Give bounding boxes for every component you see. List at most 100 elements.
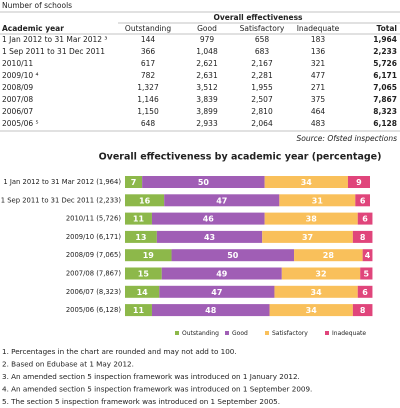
table-cell: 2005/06 ⁵	[2, 119, 39, 128]
data-label: 8	[360, 233, 366, 242]
table-cell: 3,839	[196, 95, 218, 104]
data-label: 7	[131, 178, 137, 187]
table-cell: 6,128	[373, 119, 397, 128]
data-label: 9	[356, 178, 362, 187]
data-label: 6	[362, 288, 368, 297]
table-cell: 2,933	[196, 119, 218, 128]
data-label: 31	[312, 196, 324, 205]
table-cell: 648	[141, 119, 156, 128]
legend-swatch	[325, 331, 329, 335]
data-label: 38	[306, 215, 318, 224]
data-label: 13	[135, 233, 146, 242]
table-cell: 144	[141, 35, 156, 44]
table-cell: 183	[311, 35, 326, 44]
data-label: 4	[365, 251, 371, 260]
table-cell: 1,327	[137, 83, 159, 92]
category-label: 2009/10 (6,171)	[66, 233, 122, 241]
table-cell: 2,507	[251, 95, 273, 104]
table-cell: 136	[311, 47, 326, 56]
data-label: 8	[360, 306, 366, 315]
bar-segment	[355, 194, 370, 207]
bar-segment	[262, 230, 353, 243]
table-cell: 2,167	[251, 59, 273, 68]
bar-segment	[347, 176, 370, 188]
table-cell: 2,631	[196, 71, 218, 80]
table-cell: 1,048	[196, 47, 218, 56]
data-label: 34	[301, 178, 313, 187]
data-label: 43	[204, 233, 215, 242]
bar-segment	[164, 194, 280, 207]
note: 5. The section 5 inspection framework wa…	[2, 397, 280, 406]
data-label: 5	[364, 270, 370, 279]
bar-segment	[156, 230, 263, 243]
table-cell: 7,065	[373, 83, 397, 92]
data-label: 34	[311, 288, 323, 297]
legend-label: Satisfactory	[272, 330, 308, 337]
bar-segment	[352, 304, 373, 317]
data-label: 28	[323, 251, 335, 260]
data-label: 15	[138, 270, 150, 279]
legend-label: Good	[232, 330, 248, 337]
data-label: 46	[203, 215, 215, 224]
bar-segment	[264, 176, 348, 188]
table-cell: 8,323	[373, 107, 397, 116]
category-label: 2007/08 (7,867)	[66, 270, 122, 278]
bar-segment	[151, 212, 265, 225]
bar-segment	[360, 267, 373, 280]
column-header: Satisfactory	[240, 24, 285, 33]
bar-segment	[125, 212, 152, 225]
data-label: 6	[360, 196, 366, 205]
table-cell: 2008/09	[2, 83, 33, 92]
bar-segment	[125, 176, 143, 188]
table-cell: 1 Jan 2012 to 31 Mar 2012 ³	[2, 35, 107, 44]
table-cell: 271	[311, 83, 326, 92]
group-header: Overall effectiveness	[213, 13, 303, 22]
table-cell: 658	[255, 35, 270, 44]
table-cell: 3,899	[196, 107, 218, 116]
data-label: 11	[133, 306, 145, 315]
table-cell: 1,955	[251, 83, 273, 92]
column-header: Good	[197, 24, 217, 33]
legend-swatch	[225, 331, 229, 335]
table-cell: 1,150	[137, 107, 159, 116]
legend-swatch	[175, 331, 179, 335]
bar-segment	[151, 304, 270, 317]
data-label: 16	[139, 196, 151, 205]
data-label: 37	[302, 233, 313, 242]
data-label: 47	[216, 196, 227, 205]
data-label: 14	[137, 288, 149, 297]
legend-label: Outstanding	[182, 330, 219, 337]
category-label: 2005/06 (6,128)	[66, 306, 122, 314]
data-label: 34	[306, 306, 318, 315]
data-label: 6	[362, 215, 368, 224]
table-cell: 483	[311, 119, 326, 128]
table-cell: 2006/07	[2, 107, 33, 116]
category-label: 2008/09 (7,065)	[66, 251, 122, 259]
data-label: 50	[198, 178, 210, 187]
table-cell: 3,512	[196, 83, 218, 92]
table-cell: 366	[141, 47, 156, 56]
data-label: 32	[315, 270, 326, 279]
column-header: Outstanding	[125, 24, 171, 33]
table-cell: 979	[200, 35, 215, 44]
table-cell: 617	[141, 59, 156, 68]
bar-segment	[142, 176, 265, 188]
note: 3. An amended section 5 inspection frame…	[2, 372, 300, 381]
table-cell: 2,621	[196, 59, 218, 68]
bar-segment	[274, 285, 358, 298]
table-cell: 683	[255, 47, 270, 56]
caption: Number of schools	[2, 1, 72, 10]
bar-segment	[125, 304, 152, 317]
column-header: Academic year	[2, 24, 64, 33]
table-cell: 2,233	[373, 47, 397, 56]
category-label: 2010/11 (5,726)	[66, 215, 122, 223]
data-label: 49	[216, 270, 228, 279]
data-label: 47	[211, 288, 222, 297]
bar-segment	[264, 212, 358, 225]
category-label: 2006/07 (8,323)	[66, 288, 122, 296]
data-label: 11	[133, 215, 145, 224]
bar-segment	[352, 230, 373, 243]
note: 4. An amended section 5 inspection frame…	[2, 385, 312, 394]
bar-segment	[294, 249, 363, 262]
column-header: Inadequate	[297, 24, 340, 33]
